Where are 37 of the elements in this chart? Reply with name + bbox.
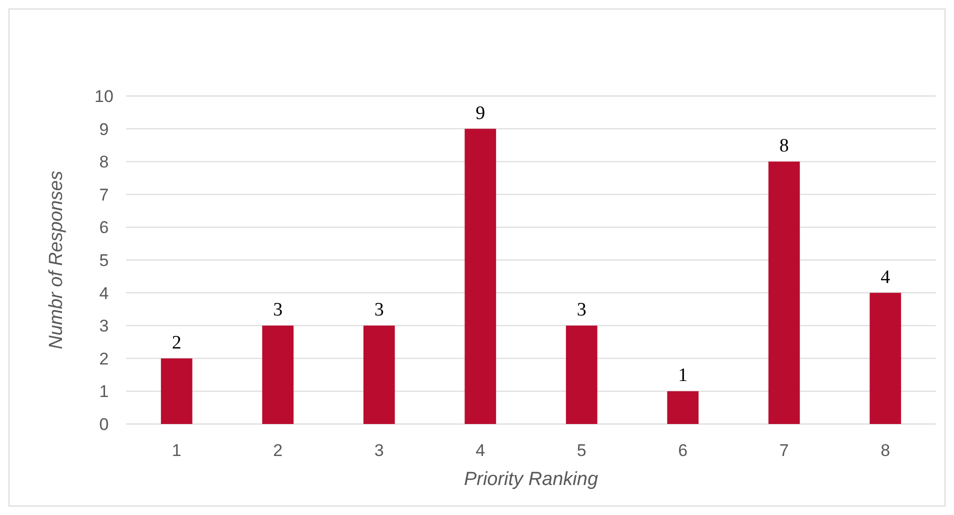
y-tick-label: 8 <box>99 152 109 172</box>
data-label: 8 <box>779 136 789 157</box>
y-axis-title: Numbr of Responses <box>46 170 67 350</box>
data-label: 3 <box>576 300 586 321</box>
bar <box>262 326 294 424</box>
y-tick-label: 4 <box>99 284 109 303</box>
bar <box>363 326 395 424</box>
bar <box>667 391 699 424</box>
x-tick-label: 8 <box>880 441 890 460</box>
bar <box>566 326 598 424</box>
data-label: 3 <box>273 300 283 321</box>
x-tick-label: 4 <box>476 441 486 460</box>
x-tick-label: 3 <box>374 441 384 460</box>
y-tick-label: 2 <box>99 349 109 368</box>
y-tick-label: 10 <box>94 86 114 106</box>
y-tick-label: 7 <box>99 185 109 204</box>
y-tick-label: 6 <box>99 218 109 238</box>
data-label: 9 <box>476 102 486 124</box>
x-axis-title: Priority Ranking <box>464 469 598 490</box>
data-label: 4 <box>880 266 891 288</box>
x-tick-label: 6 <box>678 441 688 460</box>
x-tick-label: 5 <box>576 441 586 460</box>
x-tick-label: 1 <box>172 441 182 460</box>
x-tick-label: 2 <box>273 441 283 460</box>
y-tick-label: 3 <box>99 316 109 336</box>
y-tick-label: 9 <box>99 120 109 139</box>
y-tick-label: 1 <box>99 382 109 402</box>
data-label: 1 <box>678 365 688 386</box>
data-label: 3 <box>374 300 384 321</box>
bar <box>768 162 800 424</box>
y-tick-label: 5 <box>99 250 109 270</box>
bar <box>870 292 902 424</box>
y-tick-label: 0 <box>99 414 109 434</box>
bar <box>160 358 192 424</box>
data-label: 2 <box>172 332 182 354</box>
x-tick-label: 7 <box>779 441 789 460</box>
bar <box>464 128 496 424</box>
